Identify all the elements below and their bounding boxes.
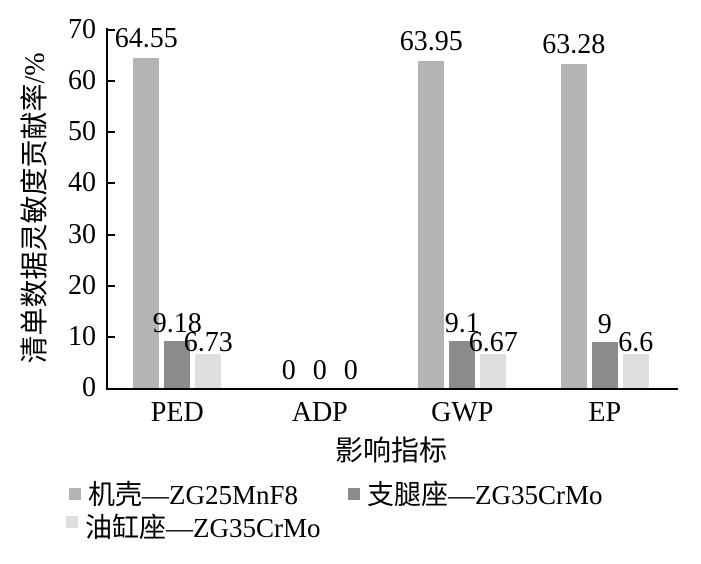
bar-value-label: 63.28 bbox=[542, 29, 606, 61]
x-axis-title: 影响指标 bbox=[334, 436, 448, 467]
y-axis-tick bbox=[108, 131, 115, 134]
y-axis-tick-label: 40 bbox=[68, 167, 96, 199]
y-axis-tick-label: 50 bbox=[68, 116, 96, 148]
bar bbox=[560, 64, 587, 388]
y-axis-tick bbox=[108, 335, 115, 338]
legend-label-series-2: 油缸座—ZG35CrMo bbox=[85, 513, 321, 543]
x-axis-line bbox=[106, 388, 678, 390]
y-axis-tick-label: 20 bbox=[68, 269, 96, 301]
y-axis-tick bbox=[108, 29, 115, 31]
y-axis-tick bbox=[108, 233, 115, 236]
bar-value-label: 64.55 bbox=[114, 22, 178, 54]
bar-value-label: 6.6 bbox=[618, 327, 654, 359]
legend-label-series-0: 机壳—ZG25MnF8 bbox=[88, 480, 299, 510]
legend-swatch-series-2 bbox=[66, 516, 78, 528]
category-label: ADP bbox=[291, 397, 348, 428]
category-label: EP bbox=[588, 397, 622, 428]
bar-value-label: 6.73 bbox=[183, 326, 233, 358]
bar-value-label: 9.18 bbox=[152, 308, 202, 340]
y-axis-tick bbox=[108, 182, 115, 185]
y-axis-line bbox=[106, 28, 108, 388]
bar-value-label: 63.95 bbox=[399, 25, 463, 57]
bar-value-label: 9 bbox=[597, 308, 612, 340]
y-axis-tick-label: 30 bbox=[68, 218, 96, 250]
y-axis-tick-label: 0 bbox=[82, 372, 96, 403]
legend-label-series-1: 支腿座—ZG35CrMo bbox=[367, 480, 603, 510]
y-axis-tick-label: 10 bbox=[68, 320, 96, 352]
bar bbox=[591, 341, 618, 388]
bar bbox=[164, 341, 191, 388]
y-axis-tick bbox=[108, 284, 115, 287]
bar-value-label: 0 bbox=[281, 355, 296, 386]
category-label: PED bbox=[150, 397, 204, 428]
bar-value-label: 9.1 bbox=[444, 308, 480, 340]
y-axis-tick-label: 60 bbox=[68, 65, 96, 97]
legend-swatch-series-0 bbox=[69, 488, 81, 500]
bar bbox=[480, 353, 507, 388]
bar bbox=[418, 60, 445, 388]
bar bbox=[449, 341, 476, 388]
y-axis-title: 清单数据灵敏度贡献率/% bbox=[20, 52, 51, 364]
bar-value-label: 0 bbox=[312, 355, 327, 386]
bar bbox=[133, 57, 160, 388]
bar bbox=[622, 354, 649, 388]
category-label: GWP bbox=[431, 397, 494, 428]
legend-swatch-series-1 bbox=[348, 488, 360, 500]
y-axis-tick bbox=[108, 80, 115, 83]
bar bbox=[195, 353, 222, 388]
bar-value-label: 0 bbox=[343, 355, 358, 386]
bar-value-label: 6.67 bbox=[468, 326, 518, 358]
y-axis-tick-label: 70 bbox=[68, 14, 96, 45]
